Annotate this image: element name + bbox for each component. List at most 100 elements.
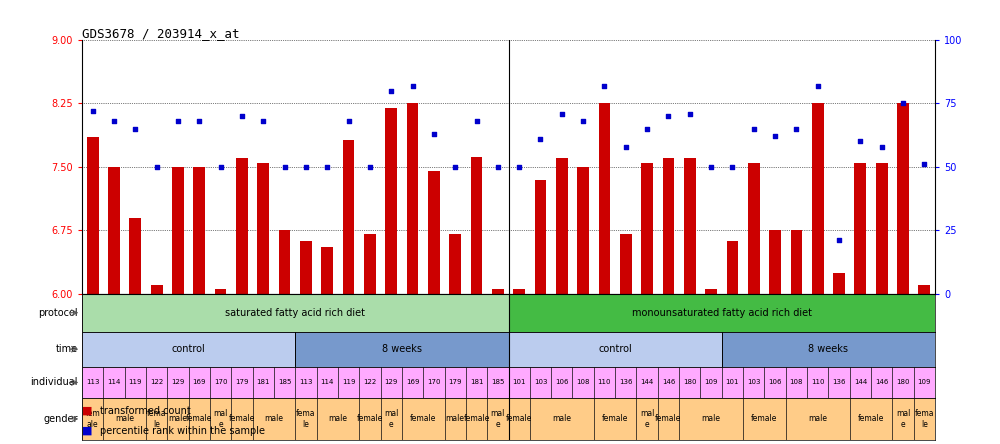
Bar (210, 367, 231, 398)
Bar (876, 163, 888, 293)
Text: percentile rank within the sample: percentile rank within the sample (100, 426, 265, 436)
Bar (295, 398, 317, 440)
Bar (722, 367, 743, 398)
Point (426, 130, 442, 137)
Bar (253, 367, 274, 398)
Text: female: female (463, 414, 490, 424)
Point (298, 163, 314, 170)
Text: 122: 122 (363, 380, 377, 385)
Text: female: female (751, 414, 778, 424)
Text: 180: 180 (683, 380, 697, 385)
Bar (727, 241, 738, 293)
Bar (402, 367, 423, 398)
Text: female: female (602, 414, 628, 424)
Text: 8 weeks: 8 weeks (382, 344, 422, 354)
Text: male: male (264, 414, 283, 424)
Bar (850, 398, 892, 440)
Point (511, 163, 527, 170)
Text: 8 weeks: 8 weeks (808, 344, 848, 354)
Text: male: male (328, 414, 347, 424)
Point (362, 163, 378, 170)
Bar (407, 103, 418, 293)
Bar (82, 293, 509, 332)
Text: 169: 169 (193, 380, 206, 385)
Text: 103: 103 (534, 380, 547, 385)
Text: 179: 179 (448, 380, 462, 385)
Point (618, 143, 634, 150)
Bar (487, 367, 509, 398)
Bar (317, 398, 359, 440)
Text: mal
e: mal e (491, 409, 505, 428)
Point (874, 143, 890, 150)
Bar (509, 398, 530, 440)
Point (831, 237, 847, 244)
Bar (146, 367, 167, 398)
Bar (359, 398, 381, 440)
Bar (236, 159, 248, 293)
Bar (828, 367, 850, 398)
Point (127, 125, 143, 132)
Bar (833, 273, 845, 293)
Bar (172, 167, 184, 293)
Text: saturated fatty acid rich diet: saturated fatty acid rich diet (225, 308, 365, 318)
Bar (189, 367, 210, 398)
Text: protocol: protocol (38, 308, 78, 318)
Bar (364, 234, 376, 293)
Point (469, 118, 485, 125)
Bar (215, 289, 226, 293)
Bar (551, 367, 572, 398)
Text: 179: 179 (235, 380, 249, 385)
Text: transformed count: transformed count (100, 406, 191, 416)
Bar (151, 285, 163, 293)
Text: 109: 109 (704, 380, 718, 385)
Text: male: male (446, 414, 465, 424)
Text: female: female (410, 414, 436, 424)
Text: 129: 129 (171, 380, 185, 385)
Point (746, 125, 762, 132)
Point (767, 133, 783, 140)
Point (319, 163, 335, 170)
Bar (295, 367, 317, 398)
Bar (679, 398, 743, 440)
Bar (381, 367, 402, 398)
Point (149, 163, 165, 170)
Bar (82, 398, 103, 440)
Bar (871, 367, 892, 398)
Text: 114: 114 (107, 380, 121, 385)
Text: mal
e: mal e (213, 409, 228, 428)
Bar (338, 367, 359, 398)
Point (916, 161, 932, 168)
Bar (82, 367, 103, 398)
Text: fem
ale: fem ale (85, 409, 100, 428)
Text: control: control (172, 344, 206, 354)
Bar (193, 167, 205, 293)
Bar (791, 230, 802, 293)
Point (85, 107, 101, 115)
Text: 185: 185 (278, 380, 291, 385)
Point (724, 163, 740, 170)
Text: fema
le: fema le (147, 409, 166, 428)
Point (810, 82, 826, 89)
Bar (445, 367, 466, 398)
Bar (295, 332, 509, 367)
Bar (381, 398, 402, 440)
Text: 109: 109 (918, 380, 931, 385)
Bar (513, 289, 525, 293)
Text: 122: 122 (150, 380, 163, 385)
Bar (636, 367, 658, 398)
Point (341, 118, 357, 125)
Text: 106: 106 (555, 380, 569, 385)
Bar (684, 159, 696, 293)
Bar (769, 230, 781, 293)
Text: ■: ■ (82, 406, 92, 416)
Bar (103, 367, 125, 398)
Text: male: male (552, 414, 571, 424)
Bar (700, 367, 722, 398)
Point (490, 163, 506, 170)
Text: 181: 181 (470, 380, 483, 385)
Bar (786, 398, 850, 440)
Text: male: male (808, 414, 827, 424)
Text: male: male (702, 414, 721, 424)
Point (532, 135, 548, 143)
Bar (615, 367, 636, 398)
